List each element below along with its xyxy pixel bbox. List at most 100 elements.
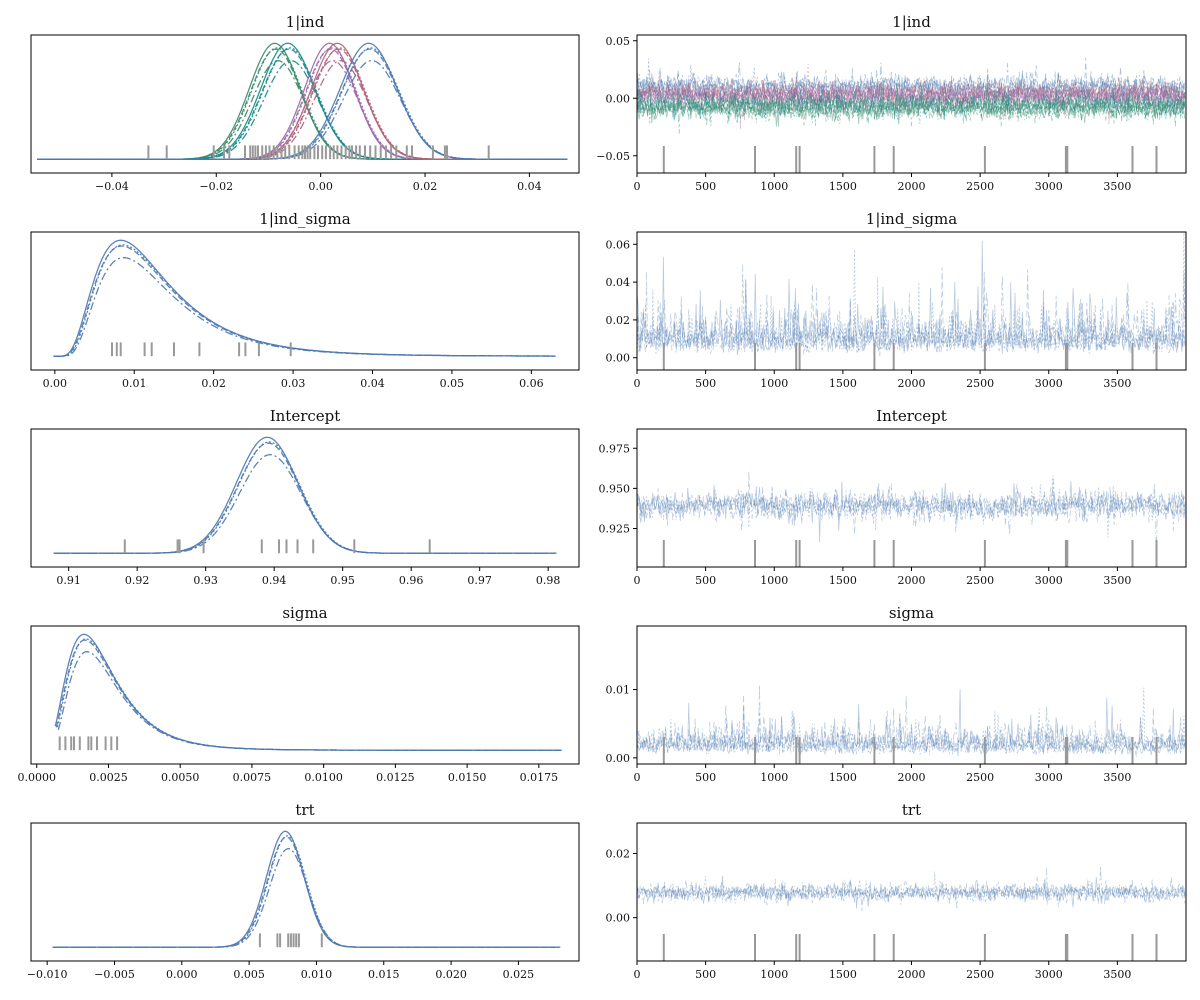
trace-line-1-ind-0-1 bbox=[637, 57, 1186, 117]
kde-line-1-ind-4-3 bbox=[40, 60, 568, 160]
trace-line-trt-0-3 bbox=[637, 865, 1186, 909]
trace-line-1-ind-sigma-0-3 bbox=[637, 264, 1186, 357]
x-tick-label-sigma-trace-2: 1000 bbox=[760, 771, 788, 784]
x-tick-label-intercept-trace-6: 3000 bbox=[1035, 574, 1063, 587]
kde-line-1-ind-3-2 bbox=[39, 47, 567, 160]
x-tick-label-trt-kde-2: 0.000 bbox=[166, 968, 198, 981]
trace-line-1-ind-3-1 bbox=[637, 83, 1186, 124]
axes-frame-1-ind-kde bbox=[30, 34, 580, 174]
kde-title-intercept: Intercept bbox=[270, 407, 341, 425]
x-tick-label-intercept-kde-4: 0.95 bbox=[330, 574, 355, 587]
kde-line-1-ind-4-0 bbox=[37, 42, 565, 160]
x-tick-label-sigma-kde-7: 0.0175 bbox=[520, 771, 559, 784]
x-tick-label-intercept-trace-5: 2500 bbox=[966, 574, 994, 587]
x-tick-label-trt-kde-6: 0.020 bbox=[435, 968, 467, 981]
x-tick-label-sigma-trace-4: 2000 bbox=[898, 771, 926, 784]
kde-panel-1-ind-sigma: 1|ind_sigma 0.00 0.01 0.02 0.03 0.04 0.05 0.06 bbox=[30, 210, 580, 390]
y-tick-label-1-ind-0: −0.05 bbox=[596, 150, 630, 163]
trace-line-1-ind-1-0 bbox=[637, 77, 1186, 112]
trace-title-1-ind-sigma: 1|ind_sigma bbox=[866, 210, 957, 228]
kde-panel-1-ind: 1|ind −0.04 −0.02 0.00 0.02 0.04 bbox=[30, 13, 580, 193]
kde-line-sigma-0-3 bbox=[57, 651, 564, 751]
kde-line-1-ind-3-1 bbox=[38, 48, 566, 160]
kde-line-1-ind-2-3 bbox=[40, 60, 568, 160]
kde-line-1-ind-0-0 bbox=[37, 42, 565, 160]
trace-line-1-ind-2-0 bbox=[637, 79, 1185, 116]
x-tick-label-trt-trace-2: 1000 bbox=[760, 968, 788, 981]
kde-title-1-ind-sigma: 1|ind_sigma bbox=[259, 210, 350, 228]
x-tick-label-sigma-trace-6: 3000 bbox=[1035, 771, 1063, 784]
x-tick-label-1-ind-sigma-kde-3: 0.03 bbox=[281, 377, 306, 390]
trace-panel-sigma: sigma 0.00 0.01 0 500 1000 1500 2000 2500 3000 350… bbox=[606, 604, 1187, 784]
x-tick-label-intercept-trace-3: 1500 bbox=[829, 574, 857, 587]
kde-line-trt-0-3 bbox=[55, 848, 561, 948]
axes-frame-1-ind-sigma-kde bbox=[30, 231, 580, 371]
x-tick-label-trt-kde-1: −0.005 bbox=[94, 968, 135, 981]
kde-line-1-ind-3-3 bbox=[40, 60, 568, 160]
kde-line-1-ind-1-0 bbox=[37, 42, 565, 160]
kde-line-1-ind-4-2 bbox=[39, 47, 567, 160]
x-tick-label-1-ind-trace-4: 2000 bbox=[898, 180, 926, 193]
y-tick-label-intercept-1: 0.950 bbox=[599, 482, 631, 495]
axes-frame-sigma-trace bbox=[636, 625, 1187, 765]
x-tick-label-intercept-trace-1: 500 bbox=[695, 574, 716, 587]
x-tick-label-trt-trace-0: 0 bbox=[634, 968, 641, 981]
x-tick-label-1-ind-sigma-trace-1: 500 bbox=[695, 377, 716, 390]
trace-line-1-ind-4-0 bbox=[637, 74, 1186, 127]
trace-line-1-ind-4-2 bbox=[637, 77, 1186, 125]
kde-line-1-ind-4-1 bbox=[38, 48, 566, 160]
trace-title-intercept: Intercept bbox=[876, 407, 947, 425]
trace-panel-trt: trt 0.00 0.02 0 500 1000 1500 2000 2500 3000 3500 bbox=[606, 801, 1187, 981]
y-tick-label-1-ind-sigma-1: 0.02 bbox=[606, 314, 631, 327]
x-tick-label-sigma-trace-3: 1500 bbox=[829, 771, 857, 784]
trace-line-sigma-0-3 bbox=[637, 684, 1185, 756]
trace-line-intercept-0-3 bbox=[637, 478, 1186, 557]
kde-line-1-ind-2-2 bbox=[39, 47, 567, 160]
x-tick-label-sigma-kde-0: 0.0000 bbox=[17, 771, 56, 784]
trace-line-sigma-0-1 bbox=[637, 694, 1186, 757]
kde-line-sigma-0-0 bbox=[54, 633, 561, 751]
trace-line-trt-0-1 bbox=[637, 877, 1186, 911]
x-tick-label-1-ind-trace-7: 3500 bbox=[1103, 180, 1131, 193]
x-tick-label-intercept-trace-2: 1000 bbox=[760, 574, 788, 587]
x-tick-label-intercept-kde-5: 0.96 bbox=[399, 574, 424, 587]
x-tick-label-1-ind-sigma-kde-2: 0.02 bbox=[201, 377, 226, 390]
trace-line-1-ind-3-0 bbox=[637, 82, 1186, 125]
trace-title-sigma: sigma bbox=[889, 604, 934, 622]
x-tick-label-1-ind-trace-0: 0 bbox=[634, 180, 641, 193]
kde-line-1-ind-1-3 bbox=[40, 60, 568, 160]
trace-panel-1-ind: 1|ind −0.05 0.00 0.05 0 500 1000 1500 2000 2500 30… bbox=[596, 13, 1187, 193]
y-tick-label-sigma-1: 0.01 bbox=[606, 684, 631, 697]
x-tick-label-intercept-trace-0: 0 bbox=[634, 574, 641, 587]
trace-line-1-ind-sigma-0-0 bbox=[637, 240, 1186, 355]
trace-line-intercept-0-2 bbox=[637, 475, 1186, 538]
y-tick-label-intercept-0: 0.925 bbox=[599, 522, 631, 535]
trace-line-1-ind-0-2 bbox=[637, 58, 1186, 107]
trace-line-1-ind-1-2 bbox=[637, 63, 1186, 118]
axes-frame-intercept-trace bbox=[636, 428, 1187, 568]
trace-line-intercept-0-0 bbox=[637, 481, 1186, 543]
kde-title-1-ind: 1|ind bbox=[286, 13, 325, 31]
x-tick-label-1-ind-kde-0: −0.04 bbox=[95, 180, 129, 193]
x-tick-label-1-ind-sigma-trace-6: 3000 bbox=[1035, 377, 1063, 390]
trace-line-1-ind-0-0 bbox=[637, 69, 1186, 113]
y-tick-label-1-ind-sigma-0: 0.00 bbox=[606, 352, 631, 365]
x-tick-label-1-ind-trace-5: 2500 bbox=[966, 180, 994, 193]
x-tick-label-1-ind-sigma-trace-5: 2500 bbox=[966, 377, 994, 390]
x-tick-label-sigma-trace-7: 3500 bbox=[1103, 771, 1131, 784]
trace-line-1-ind-1-3 bbox=[637, 69, 1186, 125]
axes-frame-trt-kde bbox=[30, 822, 580, 962]
trace-line-1-ind-4-1 bbox=[637, 90, 1186, 127]
x-tick-label-1-ind-kde-1: −0.02 bbox=[199, 180, 233, 193]
x-tick-label-intercept-kde-1: 0.92 bbox=[125, 574, 150, 587]
x-tick-label-1-ind-kde-2: 0.00 bbox=[308, 180, 333, 193]
x-tick-label-1-ind-trace-1: 500 bbox=[695, 180, 716, 193]
x-tick-label-1-ind-sigma-trace-4: 2000 bbox=[898, 377, 926, 390]
trace-line-1-ind-0-3 bbox=[637, 62, 1186, 118]
x-tick-label-intercept-kde-6: 0.97 bbox=[467, 574, 492, 587]
x-tick-label-1-ind-trace-6: 3000 bbox=[1035, 180, 1063, 193]
x-tick-label-1-ind-sigma-kde-4: 0.04 bbox=[360, 377, 385, 390]
x-tick-label-1-ind-sigma-trace-7: 3500 bbox=[1103, 377, 1131, 390]
x-tick-label-trt-trace-3: 1500 bbox=[829, 968, 857, 981]
